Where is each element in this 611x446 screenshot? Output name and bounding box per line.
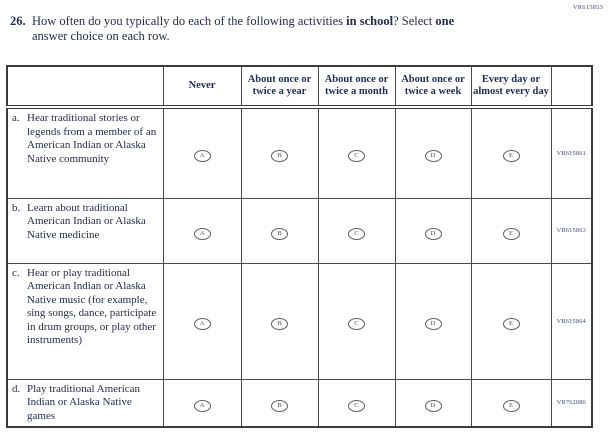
row-letter: c.	[12, 266, 20, 279]
row-letter: a.	[12, 112, 20, 124]
row-label-cell: a. Hear traditional stories or legends fr…	[6, 106, 164, 199]
answer-bubble-c[interactable]: C	[348, 227, 365, 240]
answer-bubble-e[interactable]: E	[502, 227, 520, 240]
answer-bubble-a[interactable]: A	[193, 399, 211, 412]
answer-bubble-b[interactable]: B	[271, 399, 288, 412]
answer-bubble-c[interactable]: C	[348, 399, 365, 412]
table-row-c: c. Hear or play traditional American Indi…	[6, 262, 593, 380]
frequency-table: Never About once or twice a year About onc…	[6, 65, 593, 428]
answer-cell: E	[470, 262, 552, 380]
column-header-code	[550, 65, 593, 109]
column-header-stub	[6, 65, 164, 109]
column-header-about-once-or-twice-a-year: About once or twice a year	[240, 65, 319, 109]
answer-cell: B	[240, 106, 319, 199]
answer-bubble-e[interactable]: E	[502, 150, 520, 163]
answer-bubble-d[interactable]: D	[424, 150, 442, 163]
table-body: a. Hear traditional stories or legends fr…	[6, 106, 593, 428]
row-label-cell: b. Learn about traditional American India…	[6, 197, 164, 264]
table-row-d: d. Play traditional American Indian or Al…	[6, 378, 593, 428]
table-header-row: Never About once or twice a year About onc…	[6, 65, 593, 109]
answer-bubble-e[interactable]: E	[502, 318, 520, 330]
column-header-every-day-or-almost-every-day: Every day or almost every day	[470, 65, 552, 109]
answer-cell: A	[162, 197, 242, 264]
row-code: VR615864	[550, 262, 593, 380]
answer-cell: C	[317, 262, 396, 380]
answer-bubble-d[interactable]: D	[424, 399, 442, 412]
answer-cell: C	[317, 378, 396, 428]
answer-cell: D	[394, 262, 472, 380]
answer-cell: B	[240, 262, 319, 380]
answer-bubble-b[interactable]: B	[271, 150, 288, 163]
row-letter: b.	[12, 201, 21, 214]
row-code: VR762086	[550, 378, 593, 428]
answer-bubble-d[interactable]: D	[424, 318, 442, 330]
answer-cell: E	[470, 106, 552, 199]
answer-cell: B	[240, 197, 319, 264]
row-code: VR615861	[550, 106, 593, 199]
answer-cell: E	[470, 378, 552, 428]
row-label: Hear traditional stories or legends from…	[27, 112, 157, 165]
answer-cell: E	[470, 197, 552, 264]
row-code: VR615863	[550, 197, 593, 264]
answer-cell: C	[317, 197, 396, 264]
row-label: Play traditional American Indian or Alas…	[27, 382, 141, 422]
answer-bubble-a[interactable]: A	[193, 150, 211, 163]
answer-cell: A	[162, 262, 242, 380]
question-block: 26. How often do you typically do each o…	[10, 14, 570, 44]
answer-bubble-c[interactable]: C	[348, 150, 365, 163]
answer-bubble-a[interactable]: A	[193, 318, 211, 330]
answer-bubble-a[interactable]: A	[193, 227, 211, 240]
row-label: Hear or play traditional American Indian…	[27, 266, 157, 347]
answer-bubble-b[interactable]: B	[271, 227, 288, 240]
column-header-about-once-or-twice-a-week: About once or twice a week	[394, 65, 472, 109]
row-letter: d.	[12, 382, 21, 395]
answer-bubble-b[interactable]: B	[271, 318, 288, 330]
row-label-cell: d. Play traditional American Indian or Al…	[6, 378, 164, 428]
answer-bubble-d[interactable]: D	[424, 227, 442, 240]
answer-cell: A	[162, 378, 242, 428]
question-number: 26.	[10, 14, 26, 28]
question-text: How often do you typically do each of th…	[32, 14, 570, 44]
answer-cell: B	[240, 378, 319, 428]
answer-cell: C	[317, 106, 396, 199]
answer-cell: D	[394, 378, 472, 428]
answer-bubble-e[interactable]: E	[502, 399, 520, 412]
row-label-cell: c. Hear or play traditional American Indi…	[6, 262, 164, 380]
answer-cell: D	[394, 106, 472, 199]
answer-bubble-c[interactable]: C	[348, 318, 365, 330]
question-line: How often do you typically do each of th…	[32, 14, 455, 28]
question-line: answer choice on each row.	[32, 29, 170, 43]
table-row-b: b. Learn about traditional American India…	[6, 197, 593, 264]
column-header-never: Never	[162, 65, 242, 109]
column-header-about-once-or-twice-a-month: About once or twice a month	[317, 65, 396, 109]
form-code-top-right: VR615853	[572, 4, 603, 11]
table-row-a: a. Hear traditional stories or legends fr…	[6, 106, 593, 199]
answer-cell: D	[394, 197, 472, 264]
row-label: Learn about traditional American Indian …	[27, 201, 146, 241]
answer-cell: A	[162, 106, 242, 199]
